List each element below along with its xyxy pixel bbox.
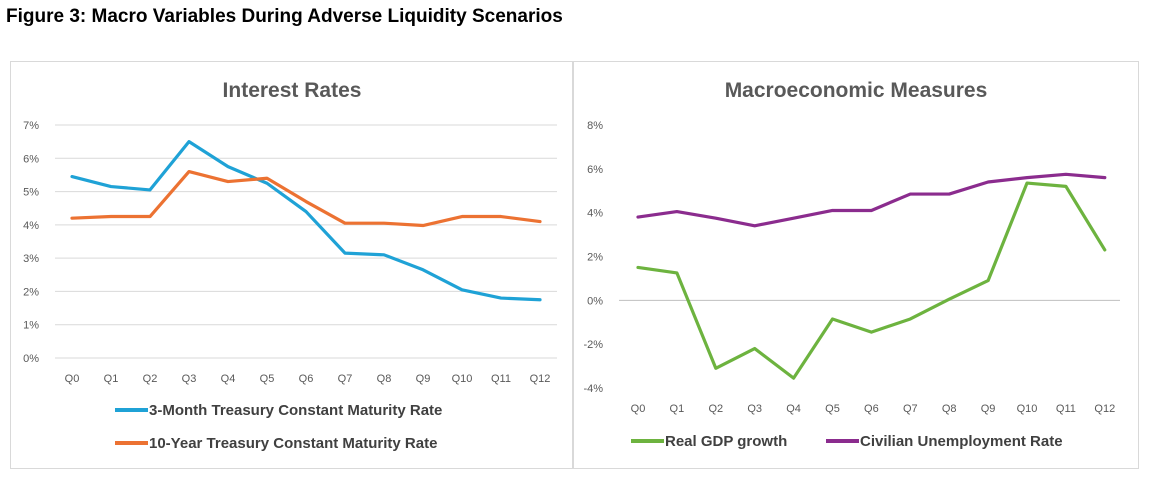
x-tick-label: Q9 <box>981 403 996 415</box>
y-tick-label: 1% <box>23 320 39 332</box>
y-tick-label: 2% <box>587 252 603 264</box>
chart-title: Macroeconomic Measures <box>725 79 988 102</box>
series-line-2 <box>70 169 542 228</box>
y-tick-label: 3% <box>23 253 39 265</box>
x-tick-label: Q12 <box>1094 403 1115 415</box>
y-tick-label: -4% <box>583 383 603 395</box>
legend-label: Real GDP growth <box>665 433 787 450</box>
x-tick-label: Q2 <box>143 373 158 385</box>
y-tick-label: 6% <box>23 153 39 165</box>
chart-title: Interest Rates <box>223 79 362 102</box>
y-tick-label: 4% <box>23 220 39 232</box>
interest-rates-plot: Interest Rates 0% 1% 2% 3% 4% 5% 6% 7% Q0 Q1 Q2 Q3 Q4… <box>23 79 557 452</box>
x-tick-label: Q0 <box>631 403 646 415</box>
legend-label: 10-Year Treasury Constant Maturity Rate <box>149 435 437 452</box>
y-tick-label: -2% <box>583 339 603 351</box>
x-tick-label: Q12 <box>530 373 551 385</box>
legend-label: Civilian Unemployment Rate <box>860 433 1063 450</box>
x-tick-label: Q9 <box>416 373 431 385</box>
x-tick-label: Q8 <box>377 373 392 385</box>
x-tick-label: Q4 <box>786 403 801 415</box>
legend-label: 3-Month Treasury Constant Maturity Rate <box>149 402 442 419</box>
y-tick-label: 4% <box>587 208 603 220</box>
x-tick-label: Q7 <box>903 403 918 415</box>
x-tick-label: Q3 <box>182 373 197 385</box>
macroeconomic-measures-plot: Macroeconomic Measures -4% -2% 0% 2% 4% 6% 8% Q0… <box>583 79 1120 450</box>
series-line-2 <box>636 172 1107 228</box>
y-tick-label: 8% <box>587 120 603 132</box>
x-tick-label: Q8 <box>942 403 957 415</box>
x-tick-label: Q11 <box>491 373 511 385</box>
y-tick-label: 5% <box>23 187 39 199</box>
y-tick-label: 0% <box>587 295 603 307</box>
macroeconomic-measures-chart: Macroeconomic Measures -4% -2% 0% 2% 4% 6% 8% Q0… <box>573 61 1139 469</box>
y-tick-label: 2% <box>23 286 39 298</box>
x-tick-label: Q0 <box>65 373 80 385</box>
x-tick-label: Q2 <box>708 403 723 415</box>
interest-rates-chart: Interest Rates 0% 1% 2% 3% 4% 5% 6% 7% Q0 Q1 Q2 Q3 Q4… <box>10 61 573 469</box>
x-tick-label: Q10 <box>452 373 473 385</box>
y-tick-label: 6% <box>587 164 603 176</box>
x-tick-label: Q6 <box>864 403 879 415</box>
x-tick-label: Q11 <box>1056 403 1076 415</box>
x-tick-label: Q1 <box>104 373 119 385</box>
x-tick-label: Q7 <box>338 373 353 385</box>
series-line-1 <box>70 140 542 302</box>
figure-title: Figure 3: Macro Variables During Adverse… <box>6 6 563 27</box>
x-tick-label: Q4 <box>221 373 236 385</box>
x-tick-label: Q1 <box>670 403 685 415</box>
x-tick-label: Q5 <box>825 403 840 415</box>
x-tick-label: Q10 <box>1017 403 1038 415</box>
series-line-1 <box>636 181 1107 380</box>
y-tick-label: 7% <box>23 120 39 132</box>
x-tick-label: Q3 <box>747 403 762 415</box>
y-tick-label: 0% <box>23 353 39 365</box>
x-tick-label: Q6 <box>299 373 314 385</box>
x-tick-label: Q5 <box>260 373 275 385</box>
